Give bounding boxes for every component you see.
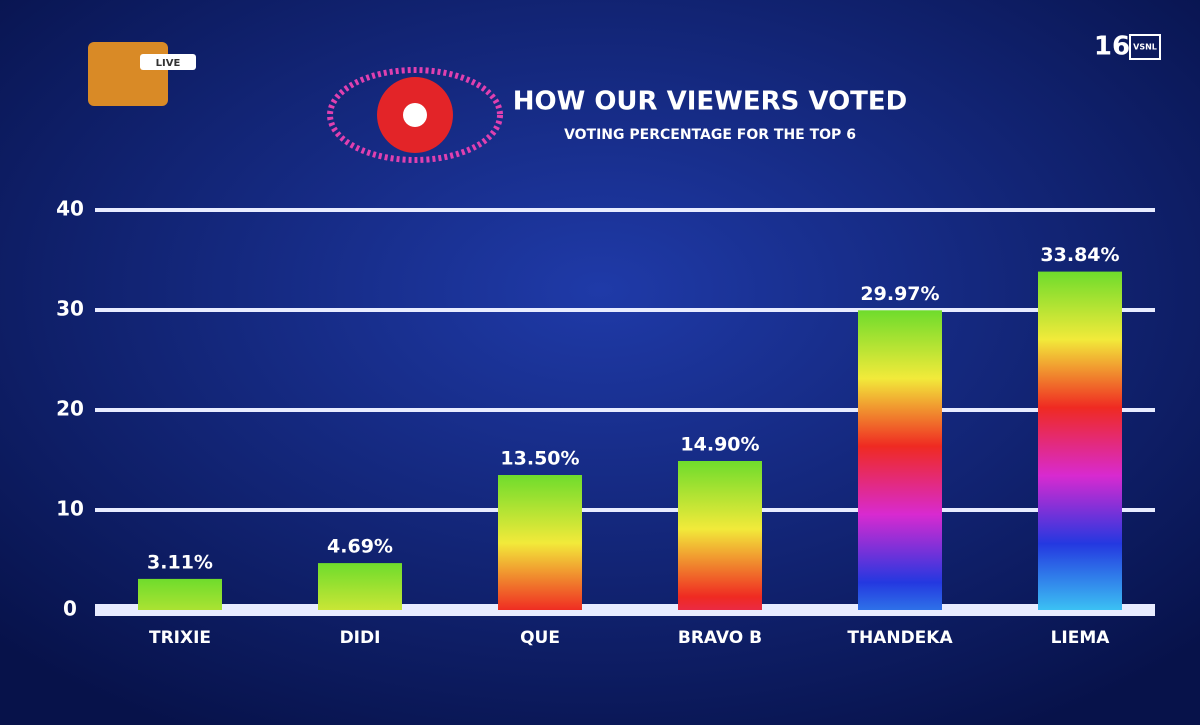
value-label: 4.69%: [327, 536, 393, 558]
bar: [318, 563, 402, 610]
rating-badge: 16 VSNL: [1094, 32, 1161, 62]
live-badge: LIVE: [156, 58, 181, 69]
x-tick-label: LIEMA: [1051, 628, 1111, 648]
chart-subtitle: VOTING PERCENTAGE FOR THE TOP 6: [564, 127, 856, 143]
x-tick-label: DIDI: [340, 628, 381, 648]
value-label: 14.90%: [680, 434, 759, 456]
value-label: 33.84%: [1040, 244, 1119, 266]
y-tick-label: 40: [56, 197, 84, 221]
bar: [498, 475, 582, 610]
value-label: 3.11%: [147, 551, 213, 573]
value-label: 29.97%: [860, 283, 939, 305]
y-tick-label: 0: [63, 597, 77, 621]
x-tick-label: BRAVO B: [678, 628, 762, 648]
channel-logo: LIVE: [88, 42, 196, 106]
y-tick-label: 10: [56, 497, 84, 521]
age-rating: 16: [1094, 32, 1130, 62]
x-tick-label: QUE: [520, 628, 560, 648]
x-tick-label: TRIXIE: [149, 628, 211, 648]
bar: [678, 461, 762, 610]
bar: [138, 578, 222, 610]
x-tick-label: THANDEKA: [847, 628, 953, 648]
value-label: 13.50%: [500, 448, 579, 470]
bar: [858, 310, 942, 610]
eye-logo: [327, 67, 503, 163]
chart-title: HOW OUR VIEWERS VOTED: [513, 87, 908, 117]
rating-codes: VSNL: [1133, 43, 1157, 52]
y-tick-label: 30: [56, 297, 84, 321]
y-tick-label: 20: [56, 397, 84, 421]
bar: [1038, 271, 1122, 610]
